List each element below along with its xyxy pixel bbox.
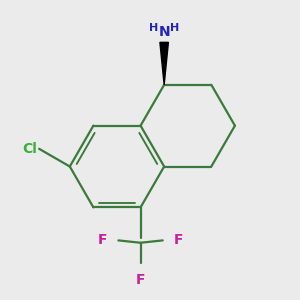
Text: F: F	[136, 273, 145, 287]
Polygon shape	[160, 42, 168, 85]
Text: F: F	[98, 233, 107, 248]
Text: Cl: Cl	[22, 142, 37, 156]
Text: N: N	[158, 25, 170, 39]
Text: F: F	[174, 233, 183, 248]
Text: H: H	[170, 23, 179, 33]
Text: H: H	[149, 23, 158, 33]
